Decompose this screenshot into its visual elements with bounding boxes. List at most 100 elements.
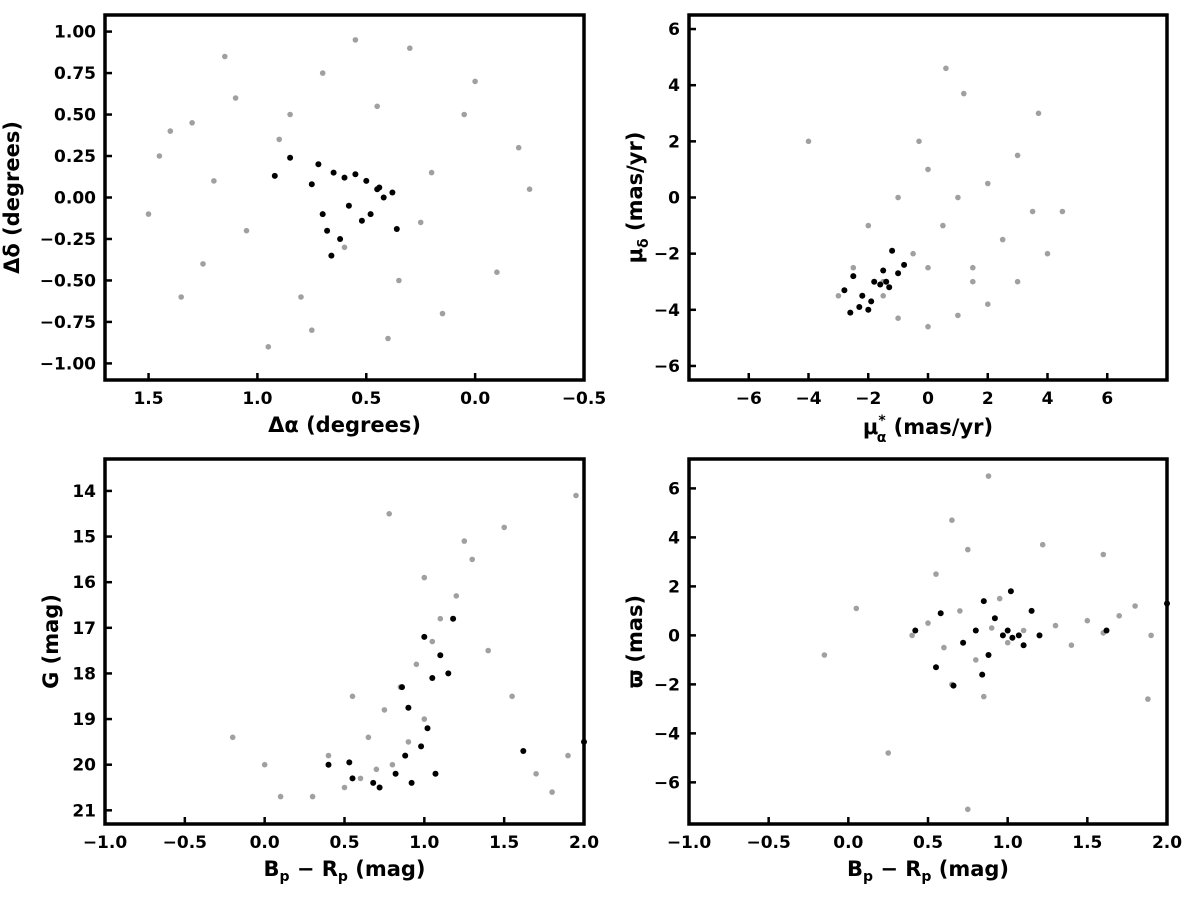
plx-series0-point-0 [909, 632, 915, 639]
plx-series0-point-24 [985, 473, 992, 479]
sky-series0-point-19 [374, 103, 381, 110]
plx-series0-point-16 [933, 571, 939, 577]
pm-series1-point-14 [847, 309, 854, 316]
plx-series0-point-21 [821, 652, 828, 658]
pm-xtick-label-2: −2 [855, 389, 881, 409]
cmd-series0-point-23 [386, 511, 393, 517]
sky-series0-point-11 [385, 335, 391, 342]
cmd-series1-point-5 [402, 752, 409, 759]
sky-xtick-label-0: 1.5 [133, 389, 163, 409]
pm-ytick-label-2: 2 [668, 132, 680, 152]
sky-series1-point-13 [358, 217, 365, 224]
pm-ytick-label-5: −4 [654, 301, 680, 321]
pm-series1-point-3 [871, 278, 878, 285]
pm-series0-point-0 [835, 293, 842, 299]
cmd-series1-point-14 [421, 633, 428, 640]
pm-xlabel-star: * [878, 413, 886, 429]
sky-series0-point-4 [232, 95, 239, 101]
cmd-series0-point-7 [325, 752, 332, 759]
plx-ytick-label-4: −2 [654, 675, 680, 695]
plx-series0-point-4 [973, 657, 979, 663]
cmd-series0-point-24 [421, 574, 428, 581]
cmd-ytick-label-6: 15 [72, 528, 96, 548]
panel-sky-position: 1.5 1.0 0.5 0.0 −0.5 1.00 0.75 0.50 0.25 0.00 −0.2… [0, 13, 606, 437]
sky-series0-point-21 [472, 78, 478, 85]
cmd-ytick-label-7: 14 [72, 482, 96, 502]
pm-series0-point-28 [961, 90, 967, 97]
pm-xlabel-mu: μ [863, 415, 878, 439]
pm-xtick-label-5: 4 [1042, 389, 1054, 409]
pm-series0-point-24 [943, 65, 949, 72]
plx-series1-point-5 [972, 627, 979, 634]
sky-xtick-label-1: 1.0 [242, 389, 272, 409]
cmd-series0-point-5 [405, 739, 412, 745]
pm-ylabel-mu: μ [623, 248, 647, 263]
pm-ylabel-delta: δ [636, 238, 652, 248]
cmd-series1-point-7 [418, 743, 425, 750]
pm-xlabel-alpha: α [877, 430, 887, 446]
sky-series0-point-26 [526, 186, 533, 192]
sky-series0-point-28 [417, 219, 424, 226]
cmd-xtick-label-3: 0.5 [329, 833, 359, 853]
plx-series1-point-0 [912, 627, 919, 634]
plx-series0-point-3 [957, 608, 963, 614]
plx-series0-point-19 [981, 693, 987, 700]
cmd-series0-point-13 [437, 615, 444, 622]
pm-points [805, 65, 1066, 330]
plx-xtick-label-0: −1.0 [667, 833, 712, 853]
pm-series0-point-7 [1044, 250, 1051, 257]
sky-series1-point-3 [341, 174, 348, 181]
pm-series0-point-17 [925, 166, 931, 173]
pm-series1-point-11 [868, 298, 875, 305]
pm-ytick-label-0: 6 [668, 20, 680, 40]
pm-ytick-label-6: −6 [654, 357, 680, 377]
cmd-xtick-label-5: 1.5 [489, 833, 519, 853]
sky-frame [103, 13, 586, 382]
sky-series0-point-23 [396, 277, 402, 284]
plx-ylabel: ϖ (mas) [623, 595, 647, 688]
pm-xlabel-unit: (mas/yr) [886, 415, 993, 439]
cmd-series0-point-9 [381, 707, 388, 713]
pm-series0-point-20 [1014, 152, 1021, 159]
plx-series0-point-6 [1004, 639, 1011, 646]
plx-ticks: −1.0 −0.5 0.0 0.5 1.0 1.5 2.0 6 4 2 0 −2 −4 −6 [654, 479, 1182, 853]
cmd-xtick-label-4: 1.0 [409, 833, 439, 853]
cmd-ytick-label-0: 21 [72, 801, 96, 821]
pm-xtick-label-4: 2 [982, 389, 994, 409]
cmd-series0-point-12 [429, 638, 436, 645]
sky-series0-point-13 [211, 178, 217, 184]
cmd-series1-point-17 [346, 759, 353, 766]
plx-series1-point-2 [937, 610, 944, 617]
cmd-series1-point-12 [450, 615, 457, 622]
plx-xlabel-b: B [847, 857, 863, 881]
sky-series0-point-18 [428, 169, 435, 176]
plx-xlabel: Bp − Rp (mag) [847, 857, 1009, 885]
sky-series1-point-17 [328, 252, 335, 259]
plx-series0-point-28 [1145, 696, 1151, 702]
sky-xtick-label-2: 0.5 [351, 389, 381, 409]
cmd-series0-point-14 [453, 593, 460, 599]
pm-xtick-label-1: −4 [795, 389, 821, 409]
cmd-xtick-label-0: −1.0 [83, 833, 128, 853]
sky-series1-point-19 [393, 226, 400, 232]
sky-series0-point-16 [341, 244, 348, 251]
cmd-series0-point-29 [573, 492, 579, 499]
pm-series0-point-23 [970, 278, 976, 285]
pm-ylabel-unit: (mas/yr) [623, 132, 647, 239]
pm-xlabel: μ* α (mas/yr) [863, 413, 993, 446]
plx-series0-point-22 [853, 605, 860, 612]
plx-series1-point-12 [1015, 632, 1022, 639]
pm-series0-point-6 [1014, 278, 1021, 285]
sky-ytick-label-4: 0.00 [54, 189, 96, 209]
plx-series0-point-7 [1020, 627, 1027, 634]
sky-series1-point-8 [389, 189, 396, 196]
plx-series1-point-10 [1004, 627, 1011, 634]
plx-frame [687, 457, 1169, 826]
plx-ytick-label-1: 4 [668, 528, 680, 548]
pm-series1-point-8 [901, 261, 908, 268]
cmd-xtick-label-1: −0.5 [163, 833, 207, 853]
plx-series0-point-1 [925, 620, 931, 626]
cmd-series1-point-9 [429, 675, 436, 681]
plx-xlabel-p2: p [921, 869, 931, 885]
